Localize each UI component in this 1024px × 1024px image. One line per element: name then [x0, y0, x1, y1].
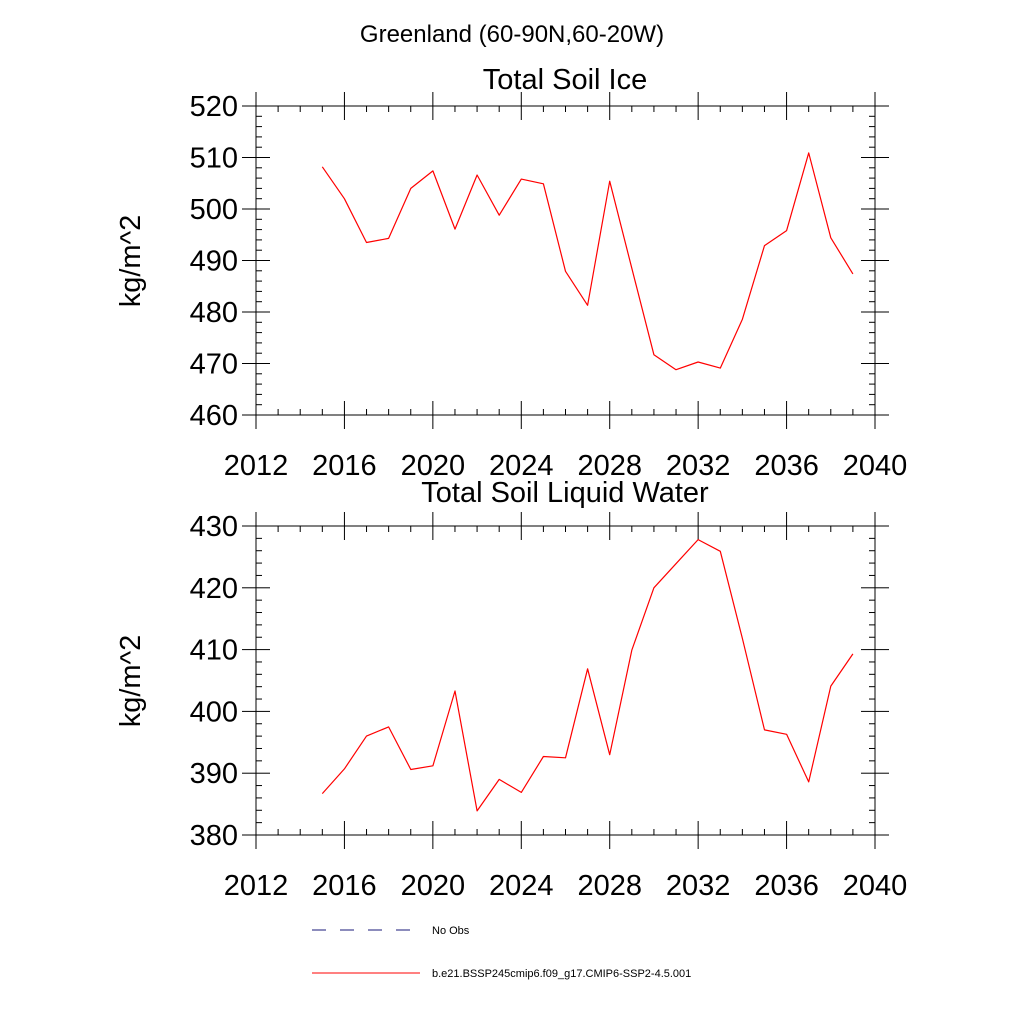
soil-ice-xtick-label: 2020	[401, 450, 466, 482]
soil-ice-xtick-label: 2032	[666, 450, 731, 482]
soil-liquid-water-xtick-label: 2012	[224, 870, 289, 902]
soil-ice-xtick-label: 2028	[577, 450, 642, 482]
soil-liquid-water-xtick-label: 2032	[666, 870, 731, 902]
soil-liquid-water-ytick-label: 420	[190, 573, 238, 605]
soil-liquid-water-xtick-label: 2024	[489, 870, 554, 902]
soil-ice-plot-frame	[255, 105, 876, 416]
soil-liquid-water-ytick-label: 410	[190, 635, 238, 667]
soil-liquid-water-title: Total Soil Liquid Water	[421, 477, 709, 509]
soil-ice-xtick-label: 2036	[754, 450, 819, 482]
soil-liquid-water-series-line	[321, 538, 854, 812]
legend-label-no-obs: No Obs	[432, 925, 470, 937]
soil-ice-title: Total Soil Ice	[483, 64, 647, 96]
figure-title: Greenland (60-90N,60-20W)	[360, 21, 664, 48]
legend-entry-no-obs: No Obs	[312, 925, 470, 937]
legend-entry-model-run: b.e21.BSSP245cmip6.f09_g17.CMIP6-SSP2-4.…	[312, 968, 691, 980]
soil-ice-ylabel: kg/m^2	[115, 215, 147, 308]
soil-ice-ytick-label: 490	[190, 246, 238, 278]
soil-liquid-water-panel: Total Soil Liquid Water kg/m^2 2012 2016 2…	[115, 477, 907, 902]
soil-liquid-water-plot-frame	[255, 525, 876, 836]
soil-ice-ytick-label: 500	[190, 194, 238, 226]
soil-ice-xtick-label: 2016	[312, 450, 377, 482]
soil-ice-series-line	[321, 152, 854, 371]
soil-liquid-water-ytick-label: 390	[190, 758, 238, 790]
legend-label-model-run: b.e21.BSSP245cmip6.f09_g17.CMIP6-SSP2-4.…	[432, 968, 691, 980]
soil-ice-xtick-label: 2024	[489, 450, 554, 482]
soil-ice-panel: Total Soil Ice kg/m^2 2012 2016 2020 2024 20…	[115, 64, 907, 482]
soil-ice-xtick-label: 2012	[224, 450, 289, 482]
soil-liquid-water-ylabel: kg/m^2	[115, 635, 147, 728]
soil-ice-ytick-label: 470	[190, 349, 238, 381]
soil-liquid-water-ytick-label: 380	[190, 820, 238, 852]
soil-liquid-water-xtick-label: 2020	[401, 870, 466, 902]
soil-ice-ytick-label: 510	[190, 143, 238, 175]
soil-ice-ytick-label: 520	[190, 91, 238, 123]
legend: No Obs b.e21.BSSP245cmip6.f09_g17.CMIP6-…	[312, 925, 691, 980]
soil-liquid-water-xtick-label: 2028	[577, 870, 642, 902]
soil-ice-ytick-label: 480	[190, 297, 238, 329]
soil-ice-ytick-label: 460	[190, 400, 238, 432]
soil-liquid-water-xtick-label: 2036	[754, 870, 819, 902]
soil-liquid-water-ytick-label: 400	[190, 696, 238, 728]
soil-ice-xtick-label: 2040	[843, 450, 908, 482]
soil-liquid-water-xtick-label: 2040	[843, 870, 908, 902]
soil-liquid-water-ytick-label: 430	[190, 511, 238, 543]
soil-liquid-water-xtick-label: 2016	[312, 870, 377, 902]
